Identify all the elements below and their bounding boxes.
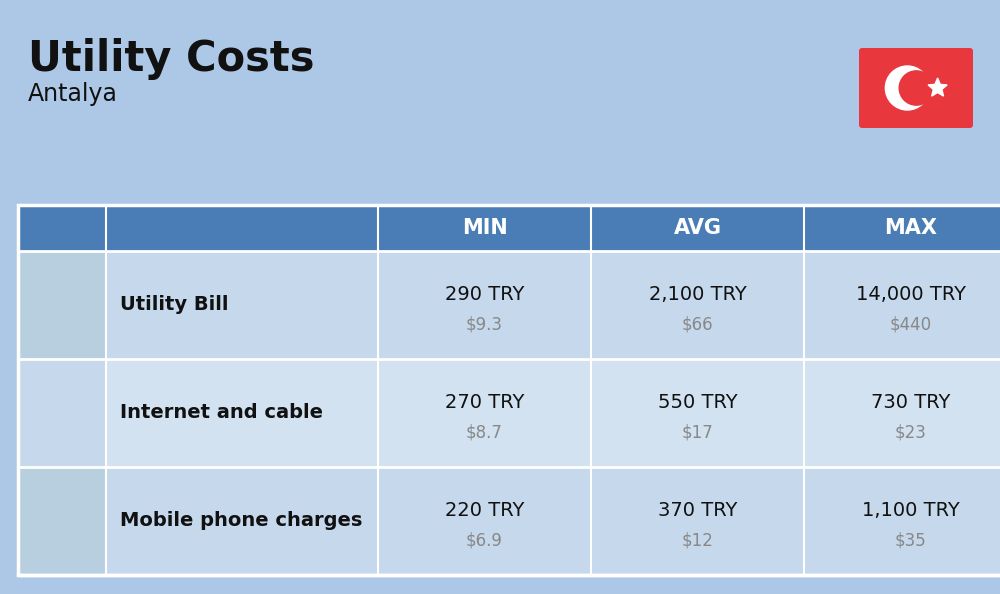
- Text: 220 TRY: 220 TRY: [445, 501, 524, 520]
- Text: MIN: MIN: [462, 218, 507, 238]
- Text: $23: $23: [895, 424, 926, 441]
- FancyBboxPatch shape: [859, 48, 973, 128]
- Text: $35: $35: [895, 532, 926, 549]
- Text: MAX: MAX: [884, 218, 937, 238]
- Text: 550 TRY: 550 TRY: [658, 393, 737, 412]
- Text: 370 TRY: 370 TRY: [658, 501, 737, 520]
- Text: Internet and cable: Internet and cable: [120, 403, 323, 422]
- Text: Mobile phone charges: Mobile phone charges: [120, 511, 362, 530]
- Text: 14,000 TRY: 14,000 TRY: [856, 285, 966, 304]
- Text: 290 TRY: 290 TRY: [445, 285, 524, 304]
- Circle shape: [885, 66, 929, 110]
- Text: $6.9: $6.9: [466, 532, 503, 549]
- Text: 270 TRY: 270 TRY: [445, 393, 524, 412]
- Text: 1,100 TRY: 1,100 TRY: [862, 501, 959, 520]
- Text: Utility Bill: Utility Bill: [120, 295, 228, 314]
- Text: $12: $12: [682, 532, 713, 549]
- Text: Antalya: Antalya: [28, 82, 118, 106]
- Text: $8.7: $8.7: [466, 424, 503, 441]
- Bar: [18, 205, 1000, 251]
- Polygon shape: [928, 78, 947, 96]
- Bar: [18, 205, 1000, 575]
- Bar: [18, 359, 1000, 467]
- Bar: [18, 467, 1000, 575]
- Text: $17: $17: [682, 424, 713, 441]
- Text: $66: $66: [682, 315, 713, 333]
- Bar: [18, 467, 106, 575]
- Bar: [18, 359, 106, 467]
- Text: Utility Costs: Utility Costs: [28, 38, 314, 80]
- Bar: [18, 251, 106, 359]
- Text: $9.3: $9.3: [466, 315, 503, 333]
- Text: 2,100 TRY: 2,100 TRY: [649, 285, 746, 304]
- Text: 730 TRY: 730 TRY: [871, 393, 950, 412]
- Text: $440: $440: [889, 315, 932, 333]
- Bar: [18, 251, 1000, 359]
- Text: AVG: AVG: [674, 218, 722, 238]
- Circle shape: [899, 71, 934, 105]
